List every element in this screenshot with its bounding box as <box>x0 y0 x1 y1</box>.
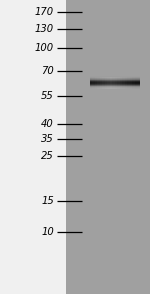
Bar <box>90 83 140 84</box>
Bar <box>90 81 140 82</box>
Bar <box>90 85 140 86</box>
Bar <box>90 85 140 86</box>
Bar <box>90 83 140 84</box>
Text: 55: 55 <box>41 91 54 101</box>
Bar <box>90 84 140 85</box>
Bar <box>90 88 140 89</box>
Text: 35: 35 <box>41 134 54 144</box>
Bar <box>0 0 66 294</box>
Bar <box>90 86 140 87</box>
Bar <box>107 77 110 89</box>
Bar <box>125 77 127 89</box>
Bar <box>90 77 92 89</box>
Text: 10: 10 <box>41 227 54 237</box>
Bar <box>90 79 140 80</box>
Bar <box>92 77 95 89</box>
Bar <box>115 77 117 89</box>
Bar <box>112 77 115 89</box>
Bar <box>90 83 140 84</box>
Bar <box>90 82 140 83</box>
Text: 170: 170 <box>35 7 54 17</box>
Bar <box>90 77 140 78</box>
Bar <box>105 77 107 89</box>
Bar <box>90 81 140 82</box>
Bar <box>90 86 140 87</box>
Text: 15: 15 <box>41 196 54 206</box>
Bar <box>90 78 140 79</box>
Bar <box>90 84 140 85</box>
Bar <box>90 82 140 83</box>
Bar <box>127 77 130 89</box>
Bar <box>98 77 100 89</box>
Text: 130: 130 <box>35 24 54 34</box>
Bar <box>90 82 140 83</box>
Bar <box>90 80 140 81</box>
Bar <box>90 84 140 85</box>
Bar <box>90 77 140 78</box>
Bar <box>90 87 140 88</box>
Text: 70: 70 <box>41 66 54 76</box>
Bar <box>66 0 150 294</box>
Bar <box>120 77 122 89</box>
Text: 100: 100 <box>35 43 54 53</box>
Bar <box>95 77 98 89</box>
Bar <box>90 81 140 82</box>
Bar <box>90 86 140 87</box>
Bar <box>90 80 140 81</box>
Bar <box>100 77 102 89</box>
Bar <box>135 77 137 89</box>
Bar <box>90 88 140 89</box>
Bar <box>122 77 125 89</box>
Bar <box>110 77 112 89</box>
Bar <box>137 77 140 89</box>
Bar <box>90 76 140 77</box>
Bar <box>102 77 105 89</box>
Bar <box>130 77 132 89</box>
Bar <box>90 80 140 81</box>
Bar <box>90 88 140 89</box>
Bar <box>90 78 140 79</box>
Text: 40: 40 <box>41 119 54 129</box>
Bar <box>90 79 140 80</box>
Text: 25: 25 <box>41 151 54 161</box>
Bar <box>117 77 120 89</box>
Bar <box>90 79 140 80</box>
Bar <box>90 87 140 88</box>
Bar <box>132 77 135 89</box>
